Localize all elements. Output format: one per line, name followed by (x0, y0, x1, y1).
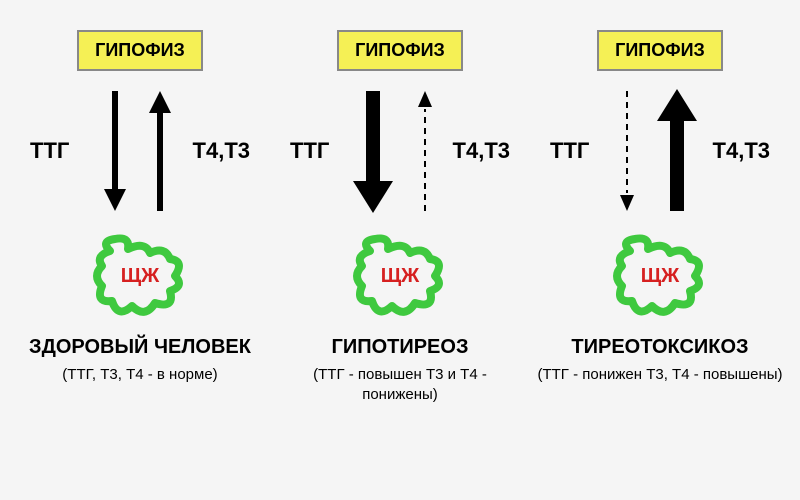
column-title: ТИРЕОТОКСИКОЗ (571, 336, 748, 359)
column-subtitle: (ТТГ, Т3, Т4 - в норме) (62, 365, 217, 385)
thyroid-label: ЩЖ (641, 265, 679, 288)
thyroid-shape: ЩЖ (90, 231, 190, 321)
pituitary-box: ГИПОФИЗ (337, 30, 463, 71)
arrows-svg (345, 81, 455, 221)
arrows-region: ТТГ Т4,Т3 (550, 81, 770, 221)
pituitary-box: ГИПОФИЗ (597, 30, 723, 71)
thyroid-label: ЩЖ (121, 265, 159, 288)
ttg-label: ТТГ (550, 138, 589, 164)
ttg-label: ТТГ (30, 138, 69, 164)
thyroid-shape: ЩЖ (610, 231, 710, 321)
thyroid-label: ЩЖ (381, 265, 419, 288)
column-title: ЗДОРОВЫЙ ЧЕЛОВЕК (29, 336, 251, 359)
column-hypothyroid: ГИПОФИЗ ТТГ Т4,Т3 ЩЖ ГИПОТИРЕОЗ (ТТГ - п… (275, 30, 525, 404)
thyroid-shape: ЩЖ (350, 231, 450, 321)
arrows-region: ТТГ Т4,Т3 (30, 81, 250, 221)
arrows-svg (605, 81, 715, 221)
pituitary-box: ГИПОФИЗ (77, 30, 203, 71)
column-title: ГИПОТИРЕОЗ (331, 336, 468, 359)
arrows-region: ТТГ Т4,Т3 (290, 81, 510, 221)
column-subtitle: (ТТГ - повышен Т3 и Т4 - понижены) (275, 365, 525, 404)
arrows-svg (90, 81, 190, 221)
ttg-label: ТТГ (290, 138, 329, 164)
t4t3-label: Т4,Т3 (193, 138, 250, 164)
column-thyrotoxicosis: ГИПОФИЗ ТТГ Т4,Т3 ЩЖ ТИРЕОТОКСИКОЗ (ТТГ … (535, 30, 785, 385)
column-healthy: ГИПОФИЗ ТТГ Т4,Т3 ЩЖ ЗДОРОВЫЙ ЧЕЛОВЕК (Т… (15, 30, 265, 385)
t4t3-label: Т4,Т3 (453, 138, 510, 164)
column-subtitle: (ТТГ - понижен Т3, Т4 - повышены) (537, 365, 782, 385)
t4t3-label: Т4,Т3 (713, 138, 770, 164)
